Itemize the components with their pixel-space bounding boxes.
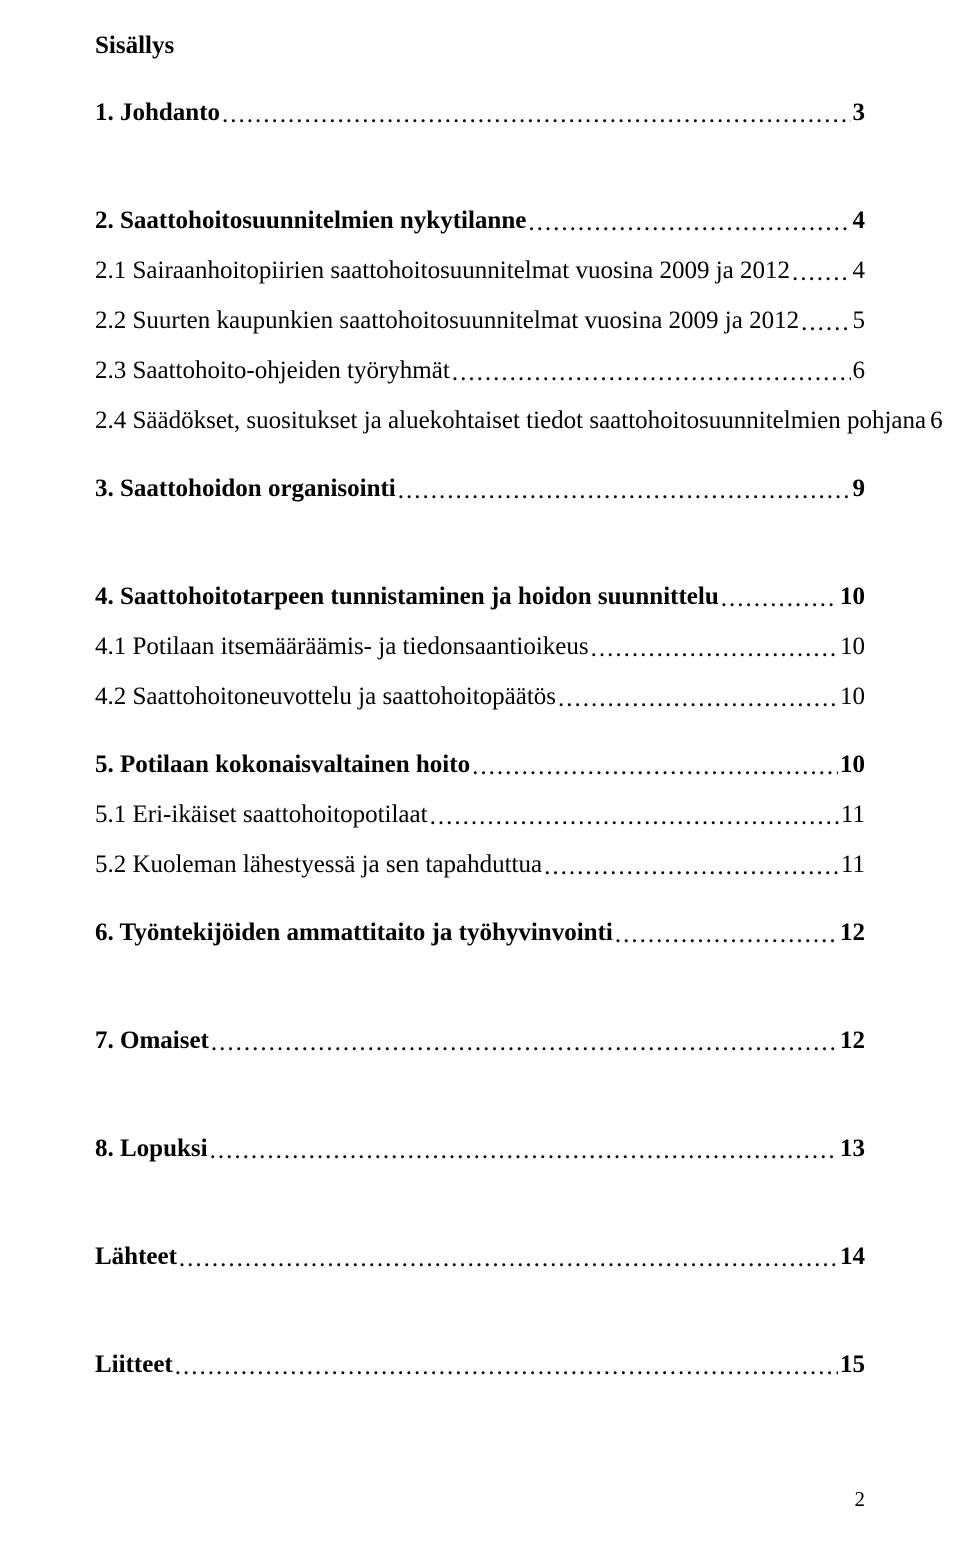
toc-entry: 2.3 Saattohoito-ohjeiden työryhmät......… (95, 356, 865, 386)
toc-entry-label: 8. Lopuksi (95, 1134, 208, 1164)
toc-entry: 8. Lopuksi..............................… (95, 1134, 865, 1164)
toc-entry: Liitteet................................… (95, 1350, 865, 1380)
toc-entry-label: 2.3 Saattohoito-ohjeiden työryhmät (95, 356, 450, 386)
toc-entry-page: 5 (853, 306, 866, 336)
toc-entry: 4.2 Saattohoitoneuvottelu ja saattohoito… (95, 682, 865, 712)
toc-entry-page: 6 (853, 356, 866, 386)
toc-entry-page: 10 (840, 632, 865, 662)
toc-entry-page: 9 (853, 474, 866, 504)
toc-leader-dots: ........................................… (210, 1136, 838, 1166)
toc-entry: 3. Saattohoidon organisointi............… (95, 474, 865, 504)
toc-leader-dots: ........................................… (544, 852, 839, 882)
toc-entry: 2.2 Suurten kaupunkien saattohoitosuunni… (95, 306, 865, 336)
toc-entry-label: 5. Potilaan kokonaisvaltainen hoito (95, 750, 470, 780)
toc-leader-dots: ........................................… (472, 752, 838, 782)
toc-leader-dots: ........................................… (179, 1244, 838, 1274)
toc-entry: 5. Potilaan kokonaisvaltainen hoito.....… (95, 750, 865, 780)
toc-entry-label: 7. Omaiset (95, 1026, 209, 1056)
toc-entry: Lähteet.................................… (95, 1242, 865, 1272)
toc-list: 1. Johdanto.............................… (95, 98, 865, 1380)
toc-entry: 7. Omaiset..............................… (95, 1026, 865, 1056)
toc-leader-dots: ........................................… (615, 920, 838, 950)
toc-entry: 2.4 Säädökset, suositukset ja aluekohtai… (95, 406, 865, 436)
toc-entry-page: 13 (840, 1134, 865, 1164)
toc-entry-page: 10 (840, 682, 865, 712)
toc-entry-page: 12 (840, 1026, 865, 1056)
toc-entry-label: 3. Saattohoidon organisointi (95, 474, 396, 504)
toc-leader-dots: ........................................… (398, 476, 851, 506)
toc-leader-dots: ........................................… (558, 684, 838, 714)
toc-entry-page: 15 (840, 1350, 865, 1380)
toc-entry: 1. Johdanto.............................… (95, 98, 865, 128)
toc-entry-page: 3 (853, 98, 866, 128)
toc-entry-label: 6. Työntekijöiden ammattitaito ja työhyv… (95, 918, 613, 948)
toc-leader-dots: ........................................… (591, 634, 838, 664)
toc-leader-dots: ........................................… (175, 1352, 838, 1382)
toc-leader-dots: ........................................… (430, 802, 839, 832)
toc-title: Sisällys (95, 32, 865, 60)
toc-entry-page: 10 (840, 750, 865, 780)
toc-entry-label: 2.4 Säädökset, suositukset ja aluekohtai… (95, 406, 926, 436)
toc-entry-page: 14 (840, 1242, 865, 1272)
toc-leader-dots: ........................................… (528, 208, 850, 238)
toc-entry: 5.2 Kuoleman lähestyessä ja sen tapahdut… (95, 850, 865, 880)
toc-entry-label: 2.2 Suurten kaupunkien saattohoitosuunni… (95, 306, 799, 336)
toc-entry: 2.1 Sairaanhoitopiirien saattohoitosuunn… (95, 256, 865, 286)
toc-entry: 5.1 Eri-ikäiset saattohoitopotilaat.....… (95, 800, 865, 830)
toc-entry-label: 4.2 Saattohoitoneuvottelu ja saattohoito… (95, 682, 556, 712)
toc-entry-label: Liitteet (95, 1350, 173, 1380)
toc-entry-label: Lähteet (95, 1242, 177, 1272)
toc-leader-dots: ........................................… (721, 584, 838, 614)
toc-entry-label: 4. Saattohoitotarpeen tunnistaminen ja h… (95, 582, 719, 612)
toc-leader-dots: ........................................… (792, 258, 850, 288)
toc-entry: 4. Saattohoitotarpeen tunnistaminen ja h… (95, 582, 865, 612)
toc-entry: 6. Työntekijöiden ammattitaito ja työhyv… (95, 918, 865, 948)
toc-leader-dots: ........................................… (211, 1028, 838, 1058)
toc-entry-page: 4 (853, 206, 866, 236)
toc-entry: 4.1 Potilaan itsemääräämis- ja tiedonsaa… (95, 632, 865, 662)
toc-leader-dots: ........................................… (222, 100, 850, 130)
toc-leader-dots: ........................................… (801, 308, 850, 338)
toc-entry: 2. Saattohoitosuunnitelmien nykytilanne.… (95, 206, 865, 236)
toc-leader-dots: ........................................… (452, 358, 851, 388)
toc-entry-page: 4 (853, 256, 866, 286)
toc-entry-page: 12 (840, 918, 865, 948)
page-number: 2 (855, 1487, 866, 1512)
toc-entry-label: 2. Saattohoitosuunnitelmien nykytilanne (95, 206, 526, 236)
toc-entry-page: 6 (930, 406, 943, 436)
toc-entry-label: 2.1 Sairaanhoitopiirien saattohoitosuunn… (95, 256, 790, 286)
toc-entry-label: 5.2 Kuoleman lähestyessä ja sen tapahdut… (95, 850, 542, 880)
toc-entry-page: 10 (840, 582, 865, 612)
toc-entry-label: 4.1 Potilaan itsemääräämis- ja tiedonsaa… (95, 632, 589, 662)
toc-entry-label: 1. Johdanto (95, 98, 220, 128)
toc-entry-page: 11 (841, 800, 865, 830)
toc-entry-label: 5.1 Eri-ikäiset saattohoitopotilaat (95, 800, 428, 830)
toc-entry-page: 11 (841, 850, 865, 880)
